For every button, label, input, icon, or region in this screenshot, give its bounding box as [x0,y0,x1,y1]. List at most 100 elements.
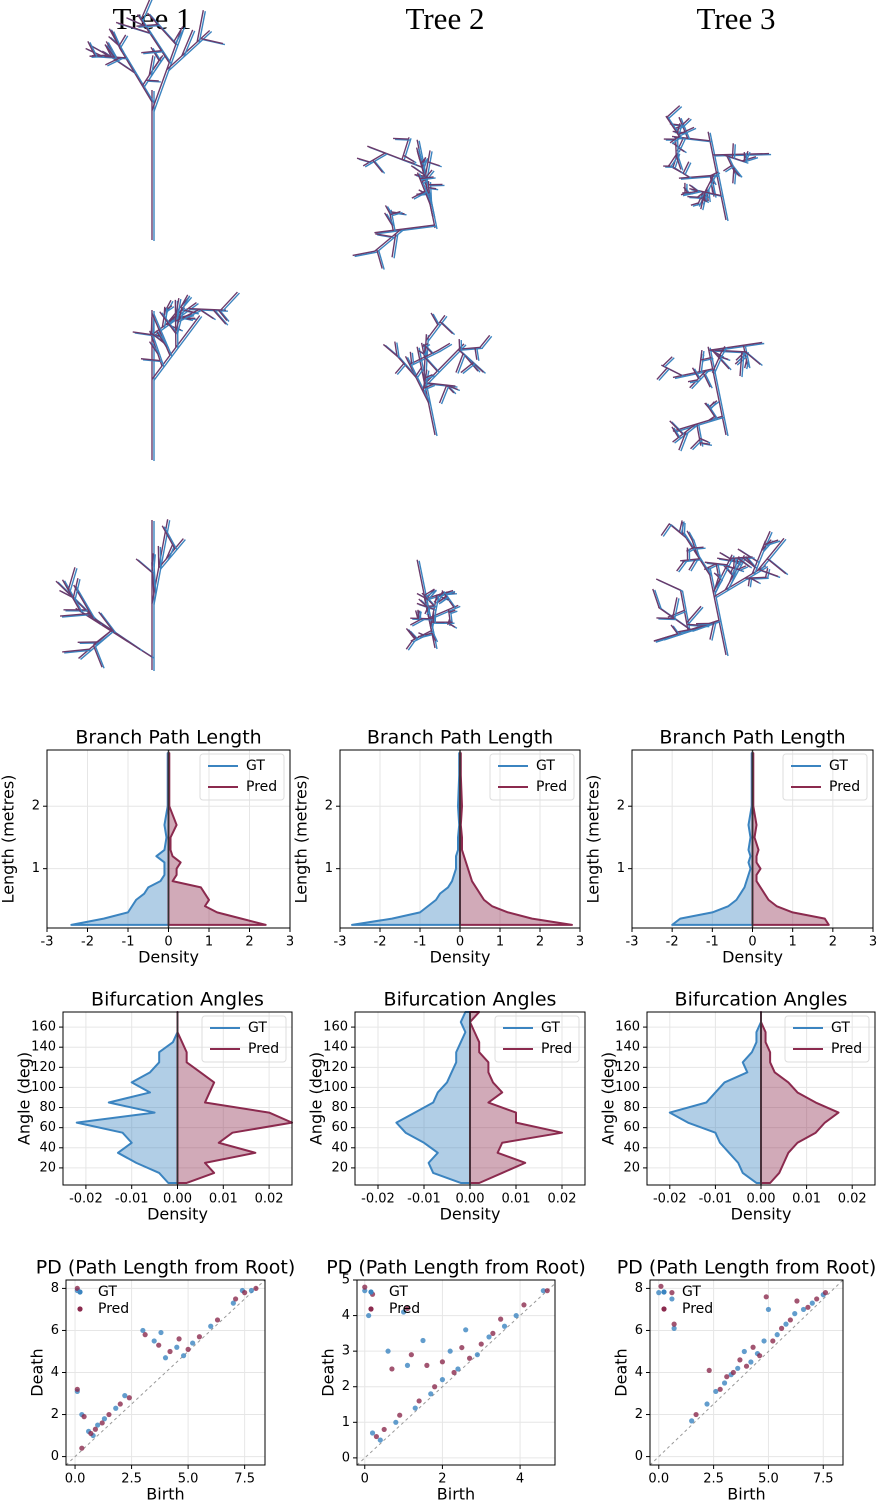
chart-title: Bifurcation Angles [384,989,557,1011]
tree-branch-pred [694,546,704,549]
tree-branch-pred [665,115,681,138]
plot-frame [46,749,291,929]
tree-branch-pred [686,530,693,541]
tree-branch-pred [681,117,690,126]
tree-branch-pred [394,341,398,356]
x-axis-label: Density [440,1205,501,1224]
y-tick-label: 40 [331,1140,348,1155]
tree-branch-gt [417,148,423,161]
y-tick-label: 1 [32,861,40,876]
point [451,1369,457,1376]
y-tick-label: 1 [325,861,333,876]
tree-branch-pred [155,330,167,348]
x-axis-label: Density [147,1205,208,1224]
tree-branch-gt [143,51,164,55]
point [366,1312,372,1319]
tree-branch-pred [405,639,414,650]
tree-branch-pred [61,579,81,612]
tree-branch-gt [460,347,483,351]
tree-branch-gt [709,132,729,222]
chart-title: Bifurcation Angles [675,989,848,1011]
tree-branch-pred [700,191,707,204]
tree-branch-pred [175,306,183,333]
tree-branch-gt [725,166,734,173]
point [794,1298,800,1304]
tree-branch-gt [354,251,377,258]
tree-branch-pred [702,372,711,388]
tree-branch-gt [684,162,692,175]
tree-branch-gt [418,347,438,437]
density-area [668,1011,762,1184]
tree-branch-gt [702,357,714,362]
tree-branch-pred [352,250,375,257]
point [704,1401,710,1407]
point [92,1426,98,1432]
tree-branch-gt [142,0,153,22]
point [743,1363,750,1369]
point [253,1285,259,1292]
density-area [70,752,170,926]
tree-branch-pred [423,343,433,354]
tree-branch-pred [667,154,677,168]
legend-label: GT [246,758,265,774]
tree-branch-pred [712,350,723,357]
x-tick-label: 0 [361,1472,369,1487]
tree-branch-gt [425,344,435,355]
y-tick-label: 120 [615,1060,640,1075]
x-tick-label: -0.01 [115,1192,149,1207]
point [463,1327,469,1333]
tree-branch-pred [396,354,417,378]
tree-branch-gt [423,593,438,609]
point [408,1352,414,1358]
point [730,1369,736,1376]
tree-branch-pred [180,294,189,307]
x-tick-label: 2 [438,1472,446,1487]
tree-branch-gt [715,575,723,592]
tree-branch-pred [691,367,700,379]
y-tick-label: 0 [342,1450,350,1465]
point [106,1411,112,1418]
legend-label: Pred [248,1041,279,1057]
tree-branch-gt [716,579,724,589]
tree-branch-pred [732,167,741,177]
tree-branch-pred [196,10,205,43]
tree-branch-gt [411,352,415,365]
density-area [760,1011,840,1184]
tree-branch-pred [416,592,429,601]
tree-branch-gt [413,191,428,200]
tree-branch-gt [426,607,431,616]
tree-branch-pred [436,595,447,604]
tree-branch-pred [59,612,90,617]
point [765,1306,772,1313]
tree-branch-gt [658,618,677,621]
tree-branch-gt [710,402,717,410]
y-tick-label: 2 [32,799,40,814]
y-axis-label: Angle (deg) [307,1052,326,1145]
tree-branch-pred [98,611,115,632]
tree-branch-gt [677,156,684,171]
tree-branch-pred [151,313,171,356]
y-tick-label: 8 [635,1281,643,1296]
tree-branch-pred [690,202,699,206]
tree-branch-pred [151,519,169,604]
tree-branch-gt [679,628,698,634]
tree-branch-gt [450,610,458,615]
tree-branch-gt [457,354,466,374]
tree-branch-pred [458,346,481,350]
tree-branch-gt [100,612,117,633]
point [439,1359,446,1365]
tree-branch-pred [166,29,211,71]
tree-branch-pred [455,353,464,373]
tree-branch-pred [420,157,427,165]
tree-branch-pred [72,578,79,599]
point [74,1285,80,1292]
tree-branch-gt [741,352,745,378]
point [498,1316,504,1322]
tree-branch-pred [425,374,433,379]
tree-branch-gt [94,646,105,669]
y-tick-label: 2 [51,1407,59,1422]
tree-branch-gt [481,335,493,349]
plot-frame [339,749,581,929]
tree-branch-pred [700,442,711,445]
tree-branch-pred [200,37,224,45]
